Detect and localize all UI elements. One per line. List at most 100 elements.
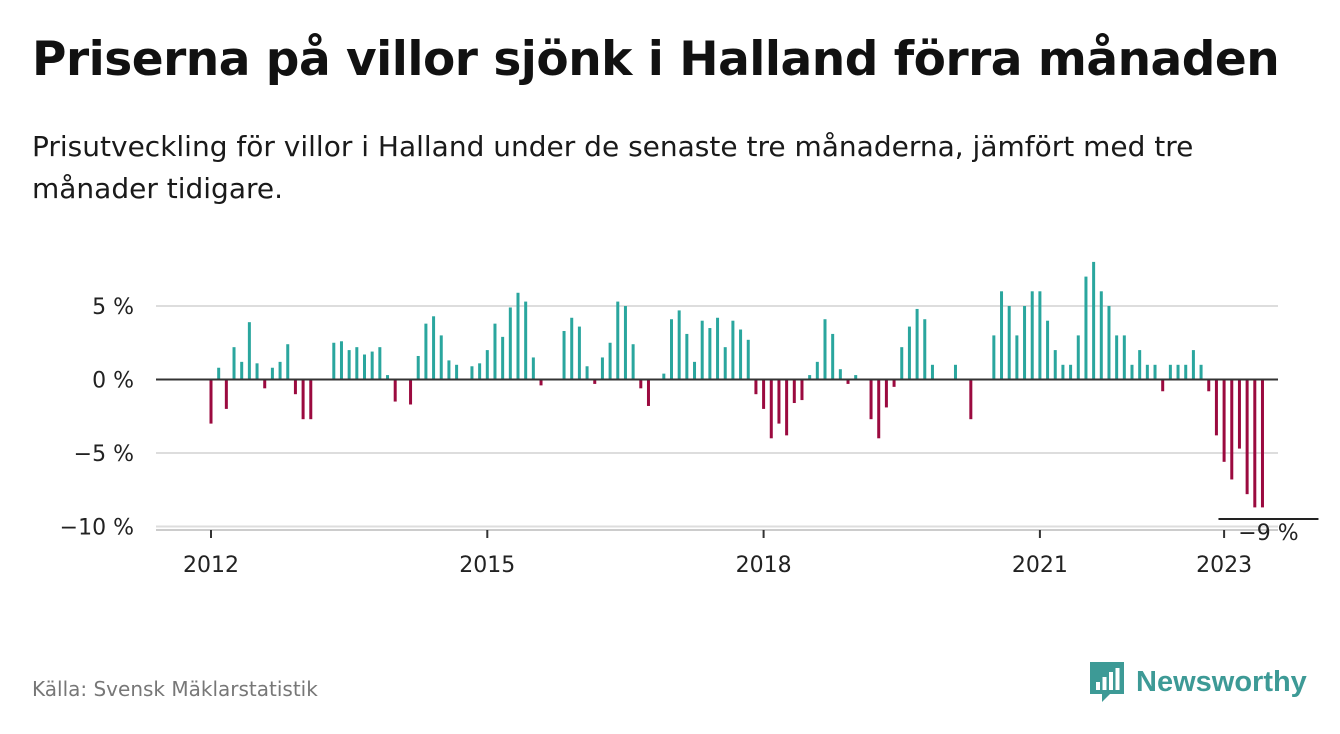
bar: [992, 335, 996, 380]
bar: [823, 319, 827, 380]
bar: [1253, 379, 1257, 508]
bar: [217, 367, 221, 380]
bar: [1237, 379, 1241, 449]
bar: [570, 317, 574, 380]
bar: [1161, 379, 1165, 392]
bar: [900, 347, 904, 380]
x-axis: 2012 2015 2018 2021 2023: [156, 378, 1278, 578]
bar: [1214, 379, 1218, 436]
bar: [1245, 379, 1249, 495]
bar: [1115, 335, 1119, 380]
bar: [386, 375, 390, 380]
bar: [746, 339, 750, 380]
bar: [485, 350, 489, 380]
bars: [209, 261, 1264, 508]
bar: [631, 344, 635, 380]
bar: [355, 347, 359, 380]
bar: [409, 379, 413, 405]
y-axis: 5 % 0 % −5 % −10 %: [60, 295, 134, 541]
bar: [393, 379, 397, 402]
bar: [792, 379, 796, 404]
bar: [1222, 379, 1226, 462]
bar: [347, 350, 351, 380]
bar: [209, 379, 213, 424]
bar: [1168, 364, 1172, 380]
bar: [800, 379, 804, 401]
bar: [777, 379, 781, 424]
bar: [531, 357, 535, 380]
bar: [884, 379, 888, 408]
bar: [370, 351, 374, 380]
bar: [930, 364, 934, 380]
bar: [1153, 364, 1157, 380]
bar: [685, 333, 689, 380]
bar: [247, 322, 251, 380]
annotation-label: −9 %: [1238, 521, 1298, 546]
newsworthy-logo: Newsworthy: [1088, 660, 1307, 704]
bar: [1023, 306, 1027, 380]
bar: [593, 379, 597, 384]
bar: [1061, 364, 1065, 380]
bar: [662, 373, 666, 380]
bar: [716, 317, 720, 380]
bar: [432, 316, 436, 380]
bar: [1138, 350, 1142, 380]
bar: [439, 335, 443, 380]
bar: [577, 326, 581, 380]
newsworthy-logo-icon: [1090, 662, 1124, 702]
bar: [293, 379, 297, 395]
bar: [1007, 306, 1011, 380]
bar: [846, 379, 850, 384]
bar: [232, 347, 236, 380]
bar: [1230, 379, 1234, 480]
x-tick-label: 2021: [1012, 553, 1068, 578]
x-tick-label: 2015: [459, 553, 515, 578]
bar: [785, 379, 789, 436]
bar: [339, 341, 343, 380]
bar: [646, 379, 650, 406]
bar: [1107, 306, 1111, 380]
bar: [1199, 364, 1203, 380]
y-tick-label: 5 %: [92, 295, 134, 320]
bar: [1053, 350, 1057, 380]
bar: [1176, 364, 1180, 380]
bar: [270, 367, 274, 380]
bar: [923, 319, 927, 380]
bar: [1122, 335, 1126, 380]
bar: [263, 379, 267, 389]
bar: [1046, 320, 1050, 380]
bar: [838, 369, 842, 380]
bar: [1191, 350, 1195, 380]
bar: [877, 379, 881, 439]
bar: [1084, 276, 1088, 380]
bar: [693, 361, 697, 380]
bar: [600, 357, 604, 380]
bar: [1260, 379, 1264, 508]
bar: [1000, 291, 1004, 380]
bar: [1145, 364, 1149, 380]
bar: [501, 336, 505, 380]
source-note: Källa: Svensk Mäklarstatistik: [32, 677, 318, 701]
bar: [892, 379, 896, 387]
x-tick-label: 2018: [736, 553, 792, 578]
grid-lines: [156, 305, 1278, 528]
bar: [447, 360, 451, 380]
y-tick-label: −5 %: [74, 442, 134, 467]
bar: [455, 364, 459, 380]
bar: [363, 354, 366, 380]
bar: [286, 344, 290, 380]
bar: [309, 379, 313, 420]
bar: [623, 306, 627, 380]
bar: [831, 333, 835, 380]
bar: [723, 347, 727, 380]
bar: [731, 320, 735, 380]
bar: [1099, 291, 1103, 380]
bar: [700, 320, 704, 380]
bar: [562, 330, 566, 380]
bar: [769, 379, 773, 439]
bar: [869, 379, 873, 420]
bar: [493, 323, 497, 380]
bar: [378, 347, 382, 380]
bar: [708, 328, 712, 380]
bar: [815, 361, 819, 380]
